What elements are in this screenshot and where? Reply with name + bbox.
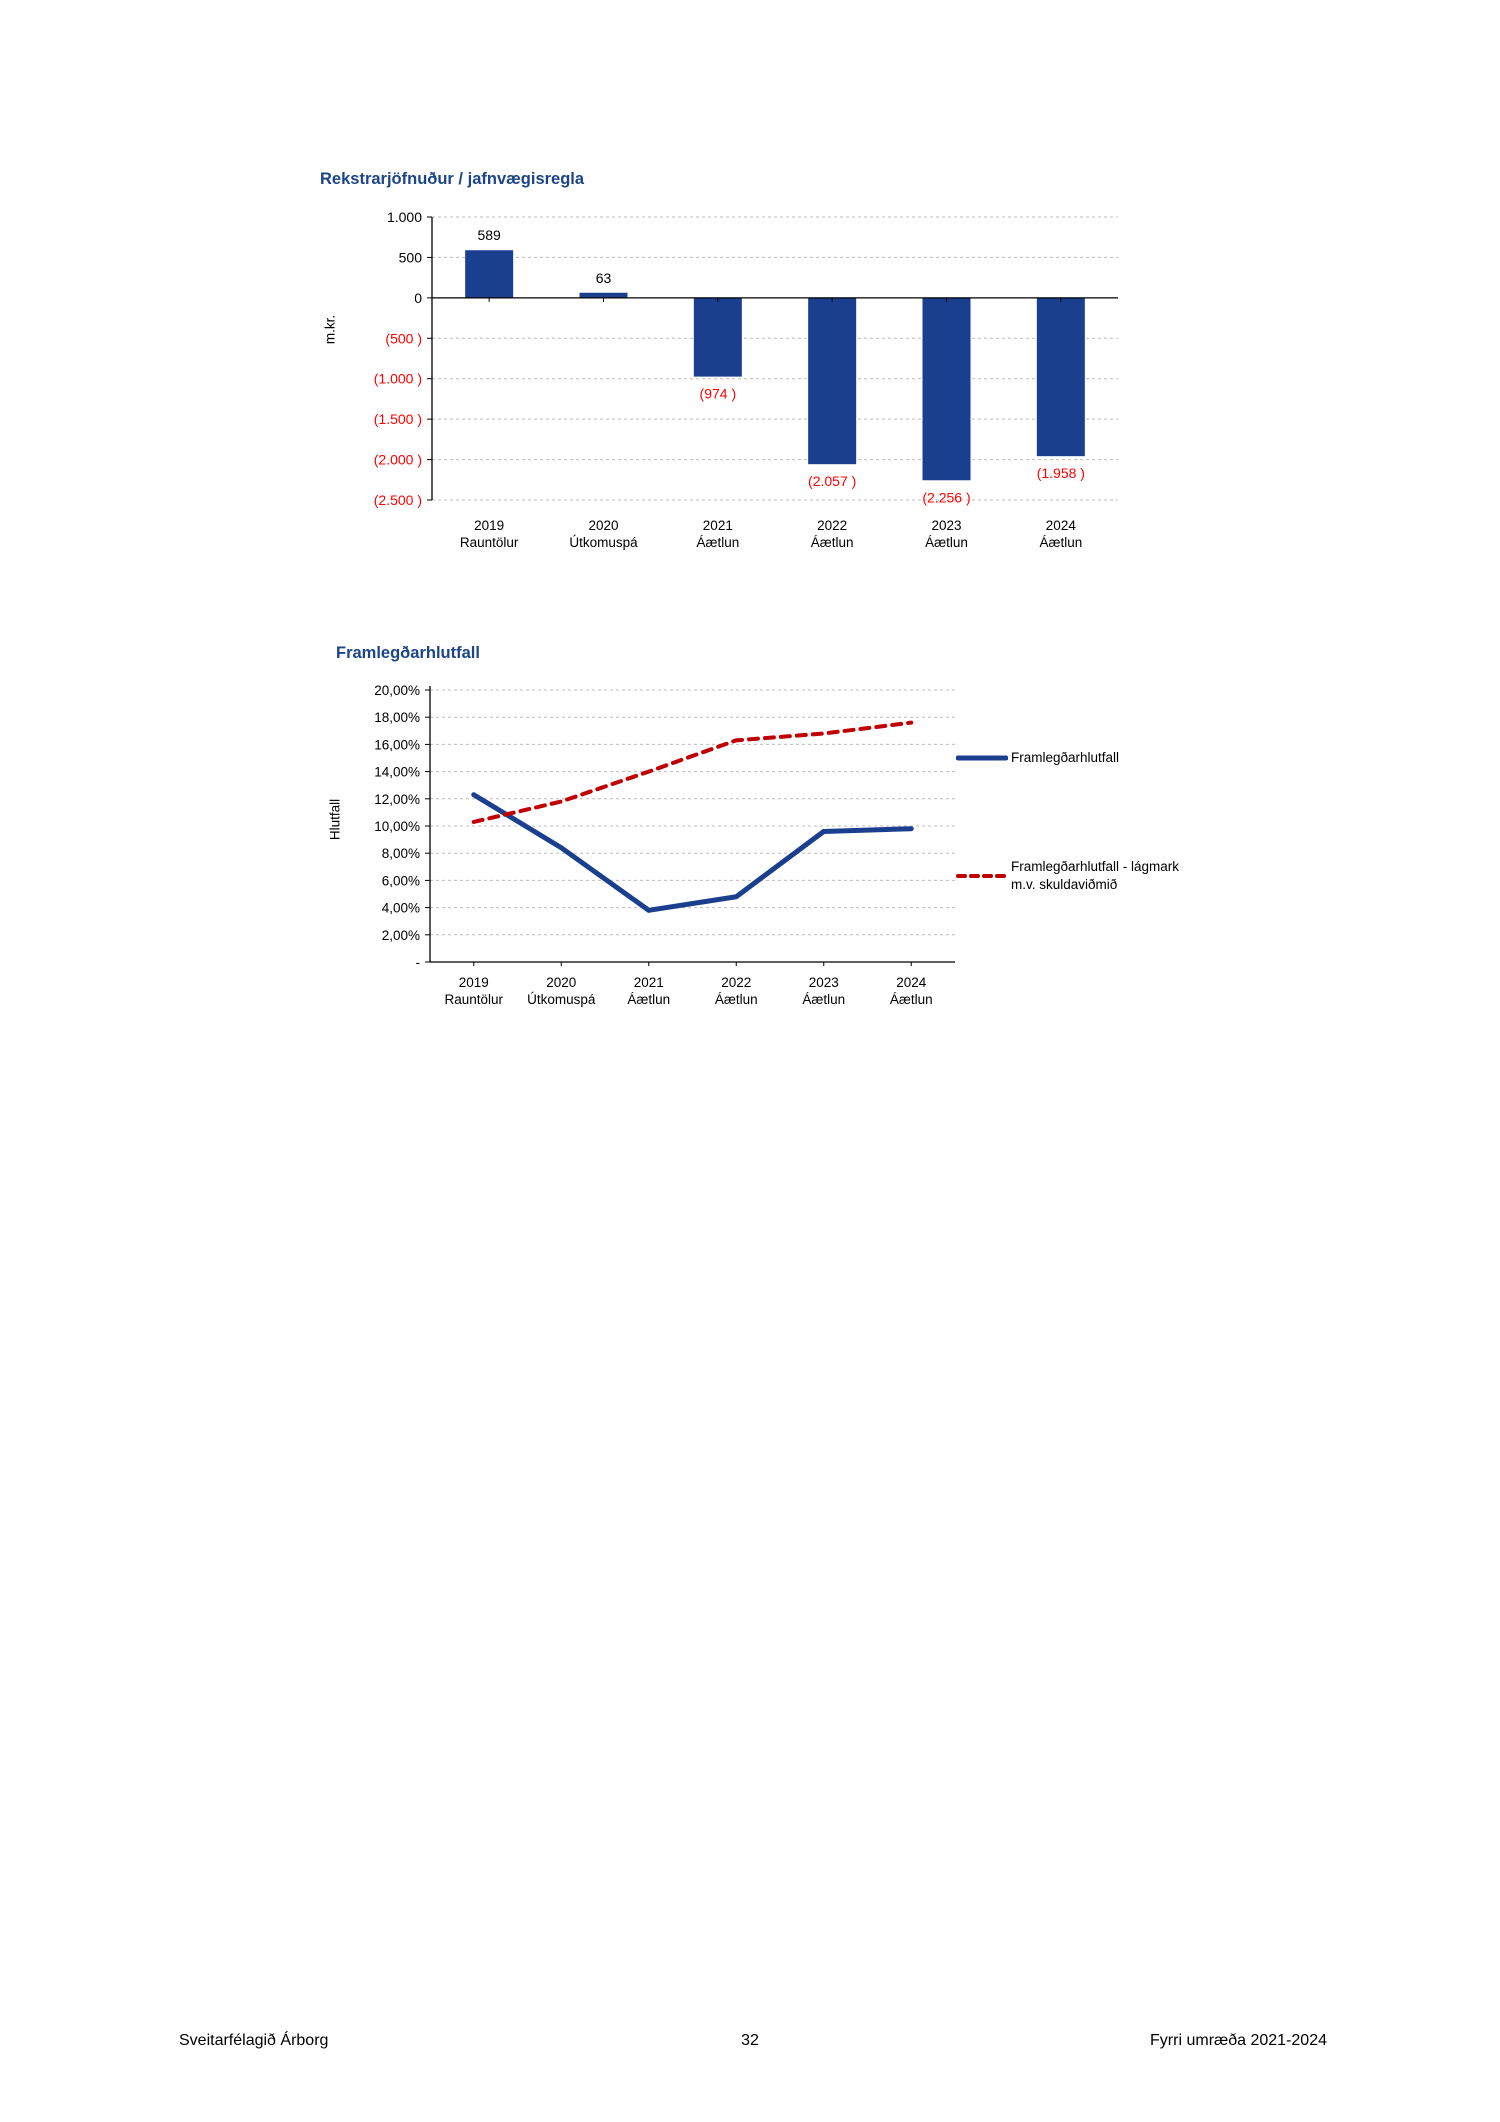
category-label-year: 2024	[1046, 518, 1077, 533]
legend-item-framlegdarhlutfall: Framlegðarhlutfall	[956, 750, 1119, 765]
y-tick-label: 14,00%	[374, 765, 420, 780]
bar-value-label: 589	[477, 227, 501, 243]
legend-label-line1: Framlegðarhlutfall - lágmark	[1011, 859, 1180, 874]
series-line-solid	[471, 792, 914, 913]
category-label-year: 2024	[896, 975, 927, 990]
category-label-year: 2021	[703, 518, 733, 533]
category-label-year: 2022	[721, 975, 751, 990]
y-tick-label: -	[416, 955, 421, 970]
legend-line-solid-icon	[956, 755, 1008, 760]
legend-label-line2: m.v. skuldaviðmið	[1011, 877, 1118, 893]
y-tick-label: 12,00%	[374, 792, 420, 807]
y-tick-label: 1.000	[387, 209, 422, 225]
bar-chart-title: Rekstrarjöfnuður / jafnvægisregla	[320, 170, 585, 188]
bar	[922, 297, 971, 481]
y-tick-label: 8,00%	[382, 846, 420, 861]
legend-label: Framlegðarhlutfall	[1011, 750, 1120, 765]
category-label-year: 2022	[817, 518, 847, 533]
y-tick-label: 18,00%	[374, 710, 420, 725]
bar-value-label: 63	[596, 270, 612, 286]
category-label-year: 2020	[588, 518, 618, 533]
bar	[579, 292, 628, 298]
line-chart: 20,00% 18,00% 16,00% 14,00% 12,00% 10,00% 8,00…	[374, 683, 955, 1007]
bar	[693, 297, 742, 377]
bar-value-label: (2.057 )	[808, 473, 856, 489]
y-tick-label: 20,00%	[374, 683, 420, 698]
category-label-sub: Áætlun	[715, 992, 758, 1007]
y-tick-label: 16,00%	[374, 737, 420, 752]
footer-company: Sveitarfélagið Árborg	[179, 2032, 329, 2049]
category-label-sub: Áætlun	[1039, 535, 1082, 550]
legend-item-lagmark: Framlegðarhlutfall - lágmark m.v. skulda…	[956, 858, 1179, 894]
category-label-sub: Áætlun	[811, 535, 854, 550]
series-line-dashed	[471, 720, 914, 824]
y-tick-label: (1.500 )	[374, 411, 422, 427]
y-tick-label: (500 )	[385, 330, 422, 346]
footer-page-number: 32	[741, 2032, 759, 2049]
bar-value-label: (1.958 )	[1037, 465, 1085, 481]
bar	[465, 250, 514, 298]
category-label-year: 2019	[474, 518, 504, 533]
y-tick-label: 0	[414, 290, 422, 306]
category-label-sub: Útkomuspá	[569, 535, 638, 550]
bar	[808, 297, 857, 465]
category-label-year: 2019	[459, 975, 489, 990]
legend-line-dashed-icon	[956, 874, 1008, 879]
y-tick-label: (2.000 )	[374, 452, 422, 468]
category-label-year: 2021	[634, 975, 664, 990]
line-chart-title: Framlegðarhlutfall	[336, 644, 480, 662]
category-label-sub: Áætlun	[890, 992, 933, 1007]
bar-chart: 1.000 500 0 (500 ) (1.000 ) (1.500 ) (2.000 ) (…	[374, 209, 1118, 550]
y-tick-label: 10,00%	[374, 819, 420, 834]
category-label-sub: Áætlun	[627, 992, 670, 1007]
bar-value-label: (974 )	[700, 386, 737, 402]
y-tick-label: 6,00%	[382, 873, 420, 888]
category-label-year: 2023	[809, 975, 839, 990]
y-tick-label: (1.000 )	[374, 371, 422, 387]
category-label-sub: Áætlun	[802, 992, 845, 1007]
footer-document: Fyrri umræða 2021-2024	[1150, 2032, 1327, 2049]
y-tick-label: 4,00%	[382, 901, 420, 916]
category-label-year: 2020	[546, 975, 576, 990]
y-tick-label: 500	[399, 249, 423, 265]
category-label-year: 2023	[931, 518, 961, 533]
category-label-sub: Áætlun	[925, 535, 968, 550]
category-label-sub: Rauntölur	[460, 535, 519, 550]
category-label-sub: Áætlun	[696, 535, 739, 550]
category-label-sub: Útkomuspá	[527, 992, 596, 1007]
page-footer: Sveitarfélagið Árborg 32 Fyrri umræða 20…	[0, 2032, 1500, 2054]
y-tick-label: 2,00%	[382, 928, 420, 943]
category-label-sub: Rauntölur	[444, 992, 503, 1007]
bar	[1036, 297, 1085, 457]
bar-value-label: (2.256 )	[922, 489, 970, 505]
y-tick-label: (2.500 )	[374, 492, 422, 508]
